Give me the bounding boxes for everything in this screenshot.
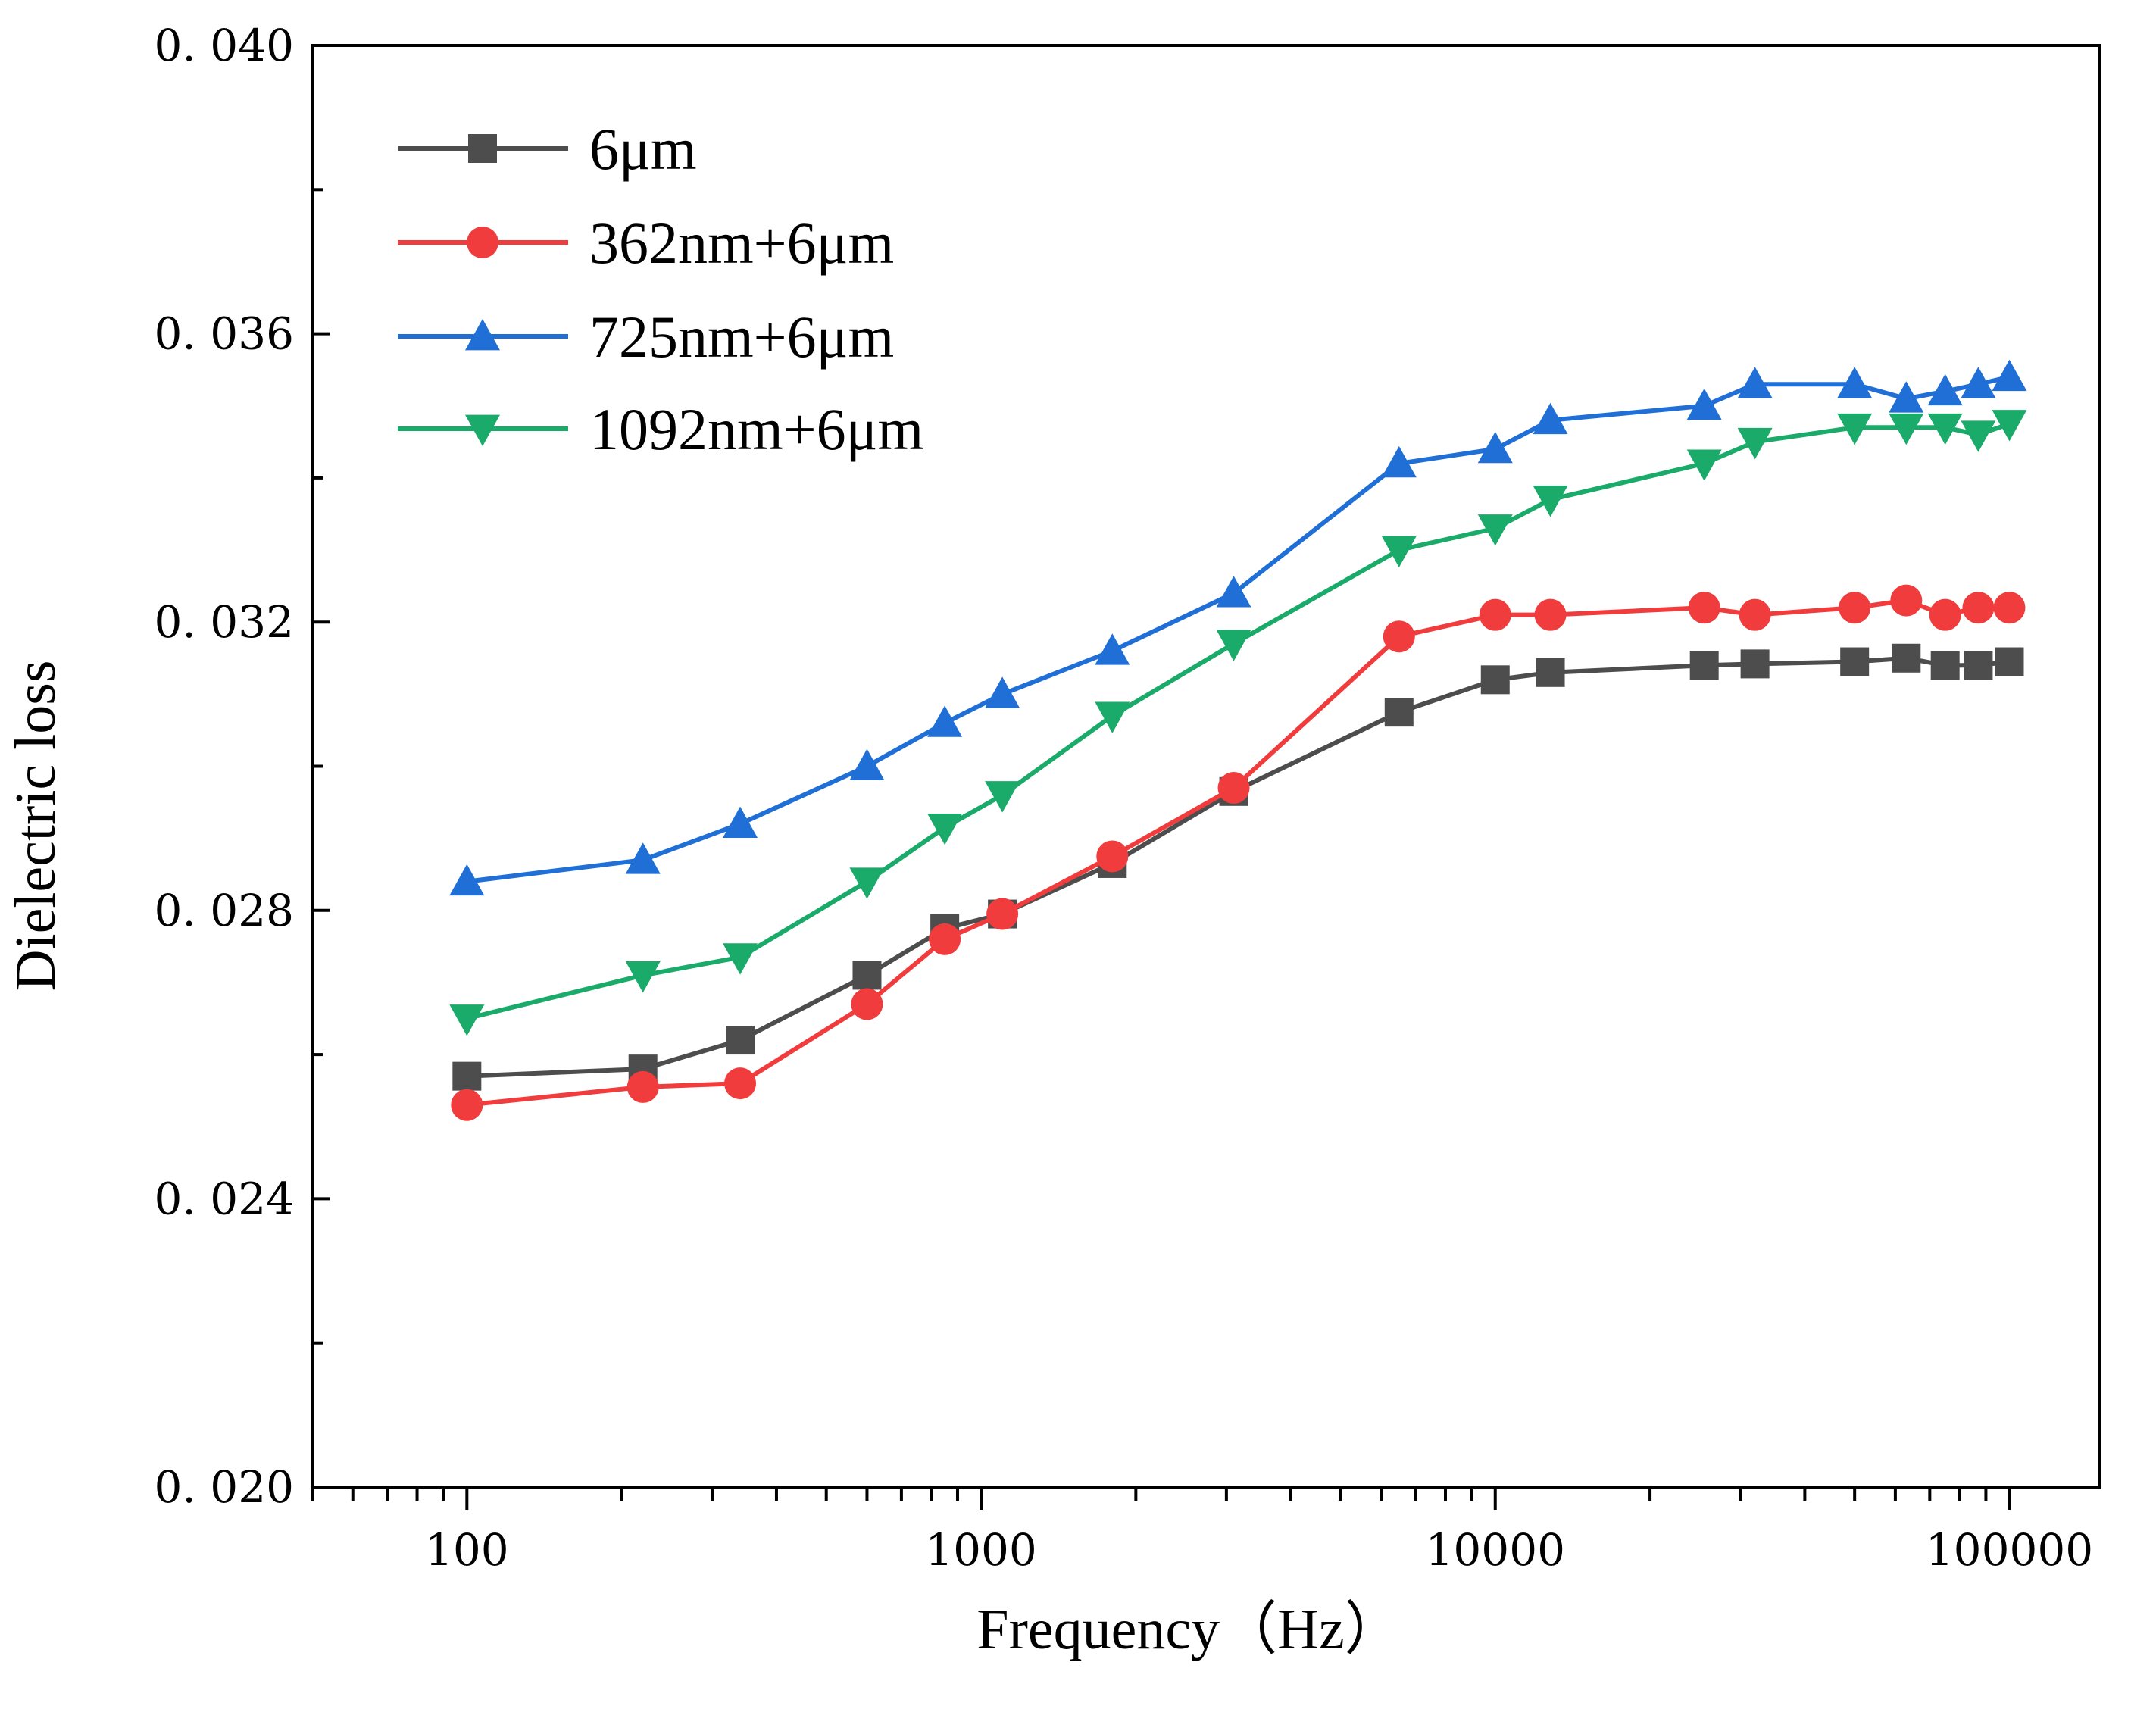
data-point <box>1216 576 1251 608</box>
data-point <box>986 898 1019 930</box>
data-point <box>1992 359 2027 392</box>
data-point <box>723 806 758 839</box>
legend-marker <box>465 414 500 446</box>
data-point <box>1737 427 1773 460</box>
data-point <box>1964 651 1993 680</box>
x-tick-label: 1000 <box>925 1524 1037 1576</box>
data-point <box>1477 514 1513 546</box>
data-point <box>1740 649 1770 679</box>
series-4 <box>449 410 2027 1036</box>
data-point <box>1480 665 1510 695</box>
plot-layer: 100 1000 10000 100000 0. 020 0. 024 0. 028 0. 0… <box>155 20 2101 1576</box>
data-point <box>927 705 963 737</box>
data-point <box>1927 413 1963 445</box>
y-tick-label: 0. 032 <box>155 596 294 648</box>
data-point <box>1927 373 1963 406</box>
data-point <box>1095 701 1130 733</box>
data-point <box>1686 388 1722 420</box>
data-point <box>1536 658 1565 687</box>
y-tick-label: 0. 020 <box>155 1461 294 1513</box>
data-point <box>1095 633 1130 665</box>
y-tick-label: 0. 028 <box>155 885 294 936</box>
data-point <box>1961 420 1996 452</box>
data-point <box>927 813 963 845</box>
data-point <box>723 943 758 975</box>
x-tick-label: 10000 <box>1426 1524 1566 1576</box>
data-point <box>626 1070 659 1103</box>
y-axis-title: Dielectric loss <box>4 661 67 992</box>
data-point <box>1477 431 1513 464</box>
data-point <box>726 1026 755 1055</box>
data-point <box>1686 449 1722 481</box>
legend: 6μm 362nm+6μm 725nm+6μm 1092nm+6μm <box>398 116 923 462</box>
data-point <box>1217 772 1250 805</box>
data-point <box>1839 592 1871 624</box>
data-point <box>849 867 885 899</box>
data-point <box>1962 592 1995 624</box>
data-point <box>851 988 883 1020</box>
x-tick-label: 100 <box>425 1524 509 1576</box>
data-point <box>1533 486 1568 517</box>
legend-label: 725nm+6μm <box>589 304 894 370</box>
data-point <box>1890 584 1923 617</box>
data-point <box>1533 402 1568 435</box>
data-point <box>1892 643 1921 673</box>
legend-marker <box>468 134 497 163</box>
data-point <box>449 864 485 896</box>
data-point <box>1930 651 1960 680</box>
data-point <box>1689 651 1719 680</box>
data-point <box>1837 367 1873 398</box>
data-point <box>1096 840 1129 873</box>
data-point <box>1381 445 1417 478</box>
data-point <box>985 676 1020 708</box>
data-point <box>1479 598 1511 631</box>
data-point <box>1889 381 1924 413</box>
legend-marker <box>465 319 500 351</box>
data-point <box>985 781 1020 813</box>
data-point <box>849 748 885 780</box>
data-point <box>1929 598 1961 631</box>
data-point <box>1688 592 1720 624</box>
data-point <box>1737 367 1773 398</box>
data-point <box>1381 536 1417 568</box>
legend-label: 6μm <box>589 116 697 182</box>
data-point <box>451 1089 483 1121</box>
data-point <box>625 961 661 993</box>
x-axis-title: Frequency（Hz） <box>976 1598 1401 1661</box>
data-point <box>1992 410 2027 442</box>
x-tick-label: 100000 <box>1926 1524 2093 1576</box>
data-point <box>1889 413 1924 445</box>
data-point <box>1534 598 1567 631</box>
data-point <box>1383 620 1415 653</box>
data-point <box>1961 367 1996 398</box>
data-point <box>1840 647 1870 676</box>
legend-label: 362nm+6μm <box>589 210 894 276</box>
data-point <box>1739 598 1771 631</box>
data-point <box>1384 698 1414 727</box>
y-tick-label: 0. 040 <box>155 20 294 71</box>
data-point <box>1995 647 2024 676</box>
data-point <box>452 1061 482 1091</box>
y-tick-label: 0. 024 <box>155 1173 294 1224</box>
data-point <box>1993 592 2026 624</box>
series-2 <box>451 584 2026 1121</box>
data-point <box>449 1004 485 1036</box>
data-point <box>1837 413 1873 445</box>
data-point <box>724 1067 757 1100</box>
data-point <box>852 961 882 990</box>
data-point <box>625 842 661 874</box>
legend-marker <box>467 227 498 258</box>
y-tick-label: 0. 036 <box>155 308 294 360</box>
legend-label: 1092nm+6μm <box>589 396 923 462</box>
data-point <box>1216 630 1251 661</box>
series-3 <box>449 359 2027 896</box>
data-point <box>929 923 961 955</box>
